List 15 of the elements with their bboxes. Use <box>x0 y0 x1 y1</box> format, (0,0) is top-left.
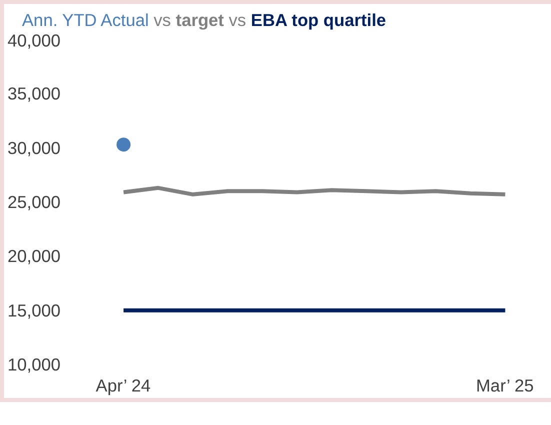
y-tick-label: 20,000 <box>8 246 60 266</box>
x-tick-label: Mar’ 25 <box>476 376 534 396</box>
y-tick-label: 15,000 <box>8 300 60 320</box>
text: Ann. YTD Actual <box>22 10 149 30</box>
text: target <box>176 10 224 30</box>
x-tick-label: Apr’ 24 <box>96 376 152 396</box>
text: EBA top quartile <box>250 10 386 30</box>
y-tick-label: 10,000 <box>8 354 60 374</box>
text: vs <box>152 10 172 30</box>
y-tick-label: 40,000 <box>8 30 60 50</box>
y-tick-label: 30,000 <box>8 138 60 158</box>
y-tick-label: 35,000 <box>8 84 60 104</box>
y-tick-label: 25,000 <box>8 192 60 212</box>
line-series <box>122 186 508 196</box>
text: vs <box>228 10 248 30</box>
